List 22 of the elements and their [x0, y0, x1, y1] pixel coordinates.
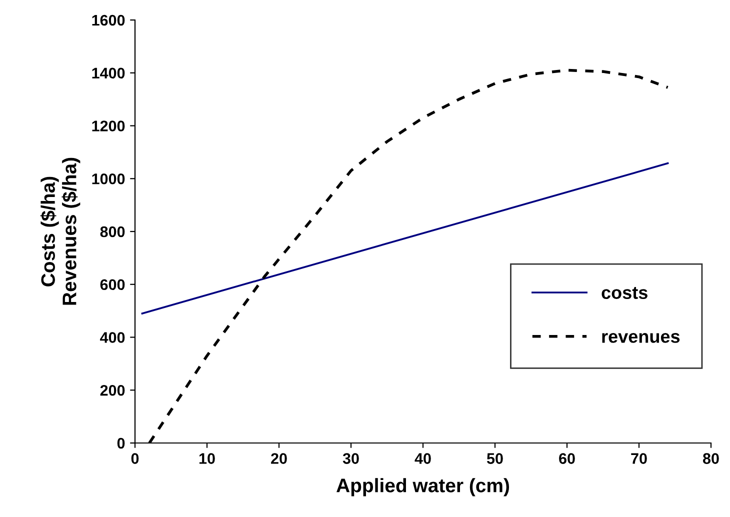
x-tick-label: 40 [414, 453, 431, 464]
x-tick-label: 20 [271, 453, 287, 464]
y-tick-label: 1400 [92, 68, 125, 79]
legend-label: revenues [602, 333, 680, 343]
y-tick-label: 400 [100, 332, 125, 343]
x-tick-label: 70 [631, 453, 647, 464]
y-tick-label: 1200 [92, 120, 125, 132]
y-tick-label: 600 [100, 279, 125, 290]
y-tick-label: 1000 [92, 173, 125, 184]
x-tick-label: 50 [486, 453, 503, 464]
y-tick-label: 1600 [92, 14, 125, 26]
y-axis-title: Costs ($/ha) Revenues ($/ha) [40, 158, 80, 305]
x-tick-label: 0 [131, 453, 139, 464]
x-axis-title: Applied water (cm) [336, 478, 510, 496]
legend-label: costs [602, 287, 648, 299]
x-tick-label: 10 [199, 453, 215, 464]
x-tick-label: 30 [342, 453, 359, 464]
y-tick-label: 0 [117, 438, 125, 449]
y-tick-label: 800 [100, 226, 125, 238]
x-tick-label: 60 [559, 453, 575, 464]
x-tick-label: 80 [702, 453, 719, 464]
y-tick-label: 200 [100, 384, 125, 396]
